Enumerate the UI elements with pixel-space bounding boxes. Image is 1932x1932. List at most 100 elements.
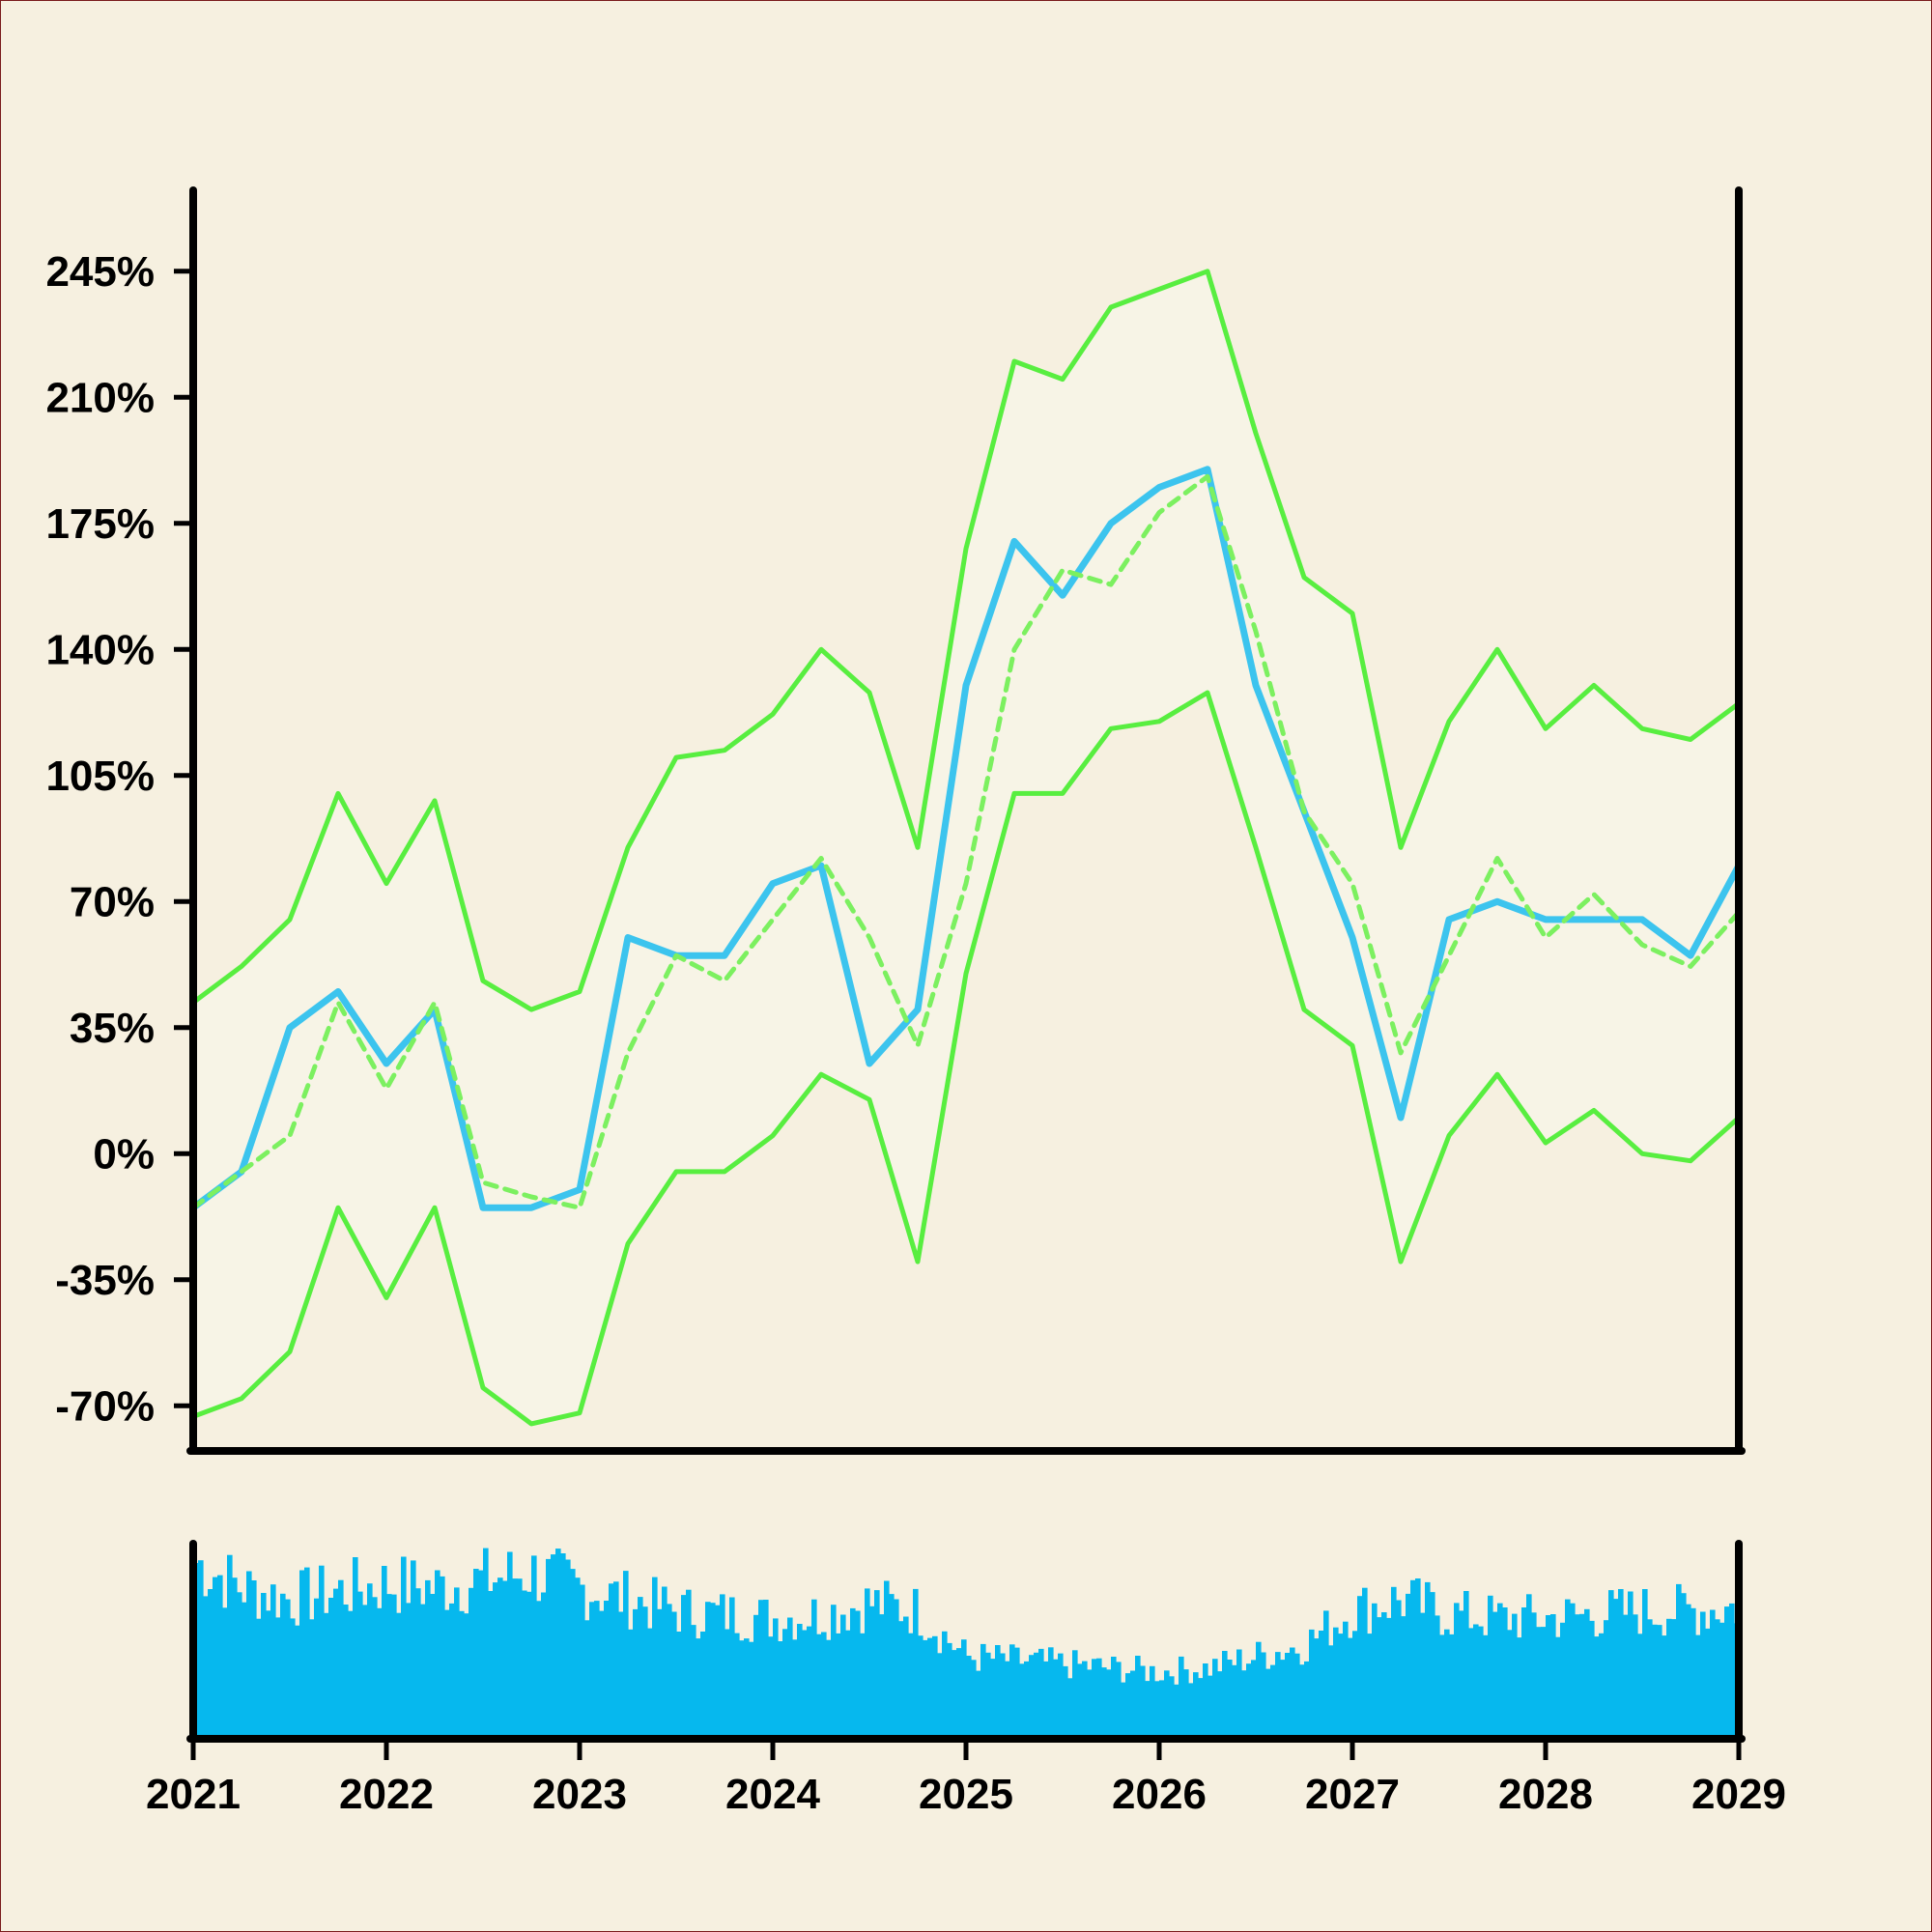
volume-bar — [1570, 1603, 1576, 1737]
volume-bar — [1241, 1670, 1247, 1737]
volume-bar — [990, 1659, 996, 1737]
volume-bar — [918, 1635, 923, 1737]
y-tick-label: -35% — [55, 1257, 155, 1304]
volume-bar — [367, 1583, 373, 1737]
volume-bar — [952, 1650, 957, 1737]
volume-bar — [913, 1588, 919, 1737]
volume-bar — [966, 1656, 972, 1737]
volume-bar — [575, 1577, 581, 1737]
volume-bar — [1517, 1637, 1522, 1737]
y-tick-label: 210% — [45, 374, 155, 421]
volume-bar — [1633, 1614, 1638, 1737]
volume-bar — [348, 1610, 354, 1737]
volume-bar — [420, 1604, 426, 1737]
volume-bar — [855, 1610, 861, 1737]
volume-bar — [807, 1626, 812, 1737]
volume-bar — [517, 1578, 523, 1737]
y-tick-label: 35% — [70, 1005, 155, 1052]
volume-bar — [251, 1580, 257, 1737]
volume-bar — [696, 1638, 701, 1737]
volume-bar — [1174, 1684, 1179, 1737]
volume-bar — [1193, 1672, 1199, 1737]
volume-bar — [1319, 1631, 1324, 1737]
volume-bar — [889, 1594, 895, 1737]
volume-bar — [1232, 1664, 1237, 1737]
volume-bar — [1531, 1612, 1537, 1737]
volume-bar — [459, 1610, 465, 1737]
volume-bar — [1227, 1660, 1233, 1737]
volume-bar — [932, 1635, 938, 1737]
volume-bar — [319, 1565, 325, 1737]
volume-bar — [1700, 1611, 1706, 1737]
volume-bar — [1463, 1591, 1469, 1737]
volume-bar — [1024, 1661, 1030, 1737]
volume-bar — [604, 1601, 610, 1737]
volume-bar — [778, 1641, 783, 1737]
volume-bar — [676, 1632, 682, 1737]
x-tick-label: 2023 — [532, 1771, 627, 1818]
volume-bar — [1343, 1621, 1349, 1737]
volume-bar — [1145, 1681, 1151, 1737]
volume-bar — [1386, 1617, 1392, 1737]
volume-bar — [512, 1578, 518, 1737]
volume-bar — [1575, 1614, 1580, 1737]
volume-bar — [386, 1594, 392, 1737]
volume-bar — [633, 1608, 639, 1737]
volume-bar — [1357, 1596, 1363, 1737]
volume-bar — [599, 1610, 605, 1737]
volume-bar — [1662, 1635, 1667, 1737]
volume-bar — [1034, 1652, 1039, 1737]
volume-bar — [295, 1625, 300, 1737]
y-tick-label: 245% — [45, 248, 155, 296]
volume-bar — [1270, 1664, 1276, 1737]
volume-bar — [309, 1619, 315, 1737]
volume-bar — [299, 1570, 305, 1737]
volume-bar — [217, 1575, 223, 1737]
volume-bar — [208, 1589, 213, 1737]
volume-bar — [1208, 1675, 1213, 1737]
volume-bar — [1628, 1591, 1634, 1737]
y-tick-label: -70% — [55, 1382, 155, 1430]
volume-bar — [1459, 1610, 1464, 1737]
volume-bar — [1251, 1660, 1257, 1737]
volume-bar — [623, 1571, 629, 1737]
volume-bar — [246, 1571, 252, 1737]
volume-bar — [1410, 1579, 1416, 1737]
volume-bar — [1546, 1615, 1551, 1737]
volume-bar — [1729, 1603, 1735, 1737]
volume-bar — [222, 1607, 228, 1737]
volume-bar — [773, 1618, 779, 1737]
volume-bar — [1401, 1616, 1406, 1737]
y-tick-label: 70% — [70, 878, 155, 925]
volume-bar — [584, 1620, 590, 1737]
volume-bar — [1005, 1661, 1010, 1737]
volume-bar — [671, 1611, 677, 1737]
volume-bar — [555, 1548, 561, 1737]
volume-bar — [1130, 1670, 1136, 1737]
volume-bar — [464, 1613, 469, 1737]
volume-bar — [884, 1580, 890, 1737]
volume-bar — [227, 1554, 233, 1737]
volume-bar — [865, 1588, 870, 1737]
volume-bar — [860, 1633, 866, 1737]
volume-bar — [242, 1602, 247, 1737]
volume-bar — [1367, 1634, 1373, 1737]
volume-bar — [903, 1616, 909, 1737]
volume-bar — [232, 1577, 238, 1737]
volume-bar — [1454, 1603, 1460, 1737]
volume-bar — [430, 1594, 436, 1737]
x-tick-label: 2024 — [725, 1771, 820, 1818]
volume-bar — [1430, 1592, 1435, 1737]
volume-bar — [497, 1577, 503, 1737]
volume-bar — [1705, 1628, 1711, 1737]
volume-bar — [261, 1593, 267, 1737]
volume-bar — [198, 1560, 204, 1737]
volume-bar — [1348, 1637, 1353, 1737]
volume-bar — [1299, 1664, 1305, 1737]
volume-bar — [1652, 1624, 1658, 1737]
volume-bar — [1483, 1634, 1489, 1737]
volume-bar — [1121, 1682, 1126, 1737]
volume-bar — [1608, 1590, 1614, 1737]
volume-bar — [1169, 1676, 1175, 1737]
main-axes — [186, 186, 1746, 1455]
